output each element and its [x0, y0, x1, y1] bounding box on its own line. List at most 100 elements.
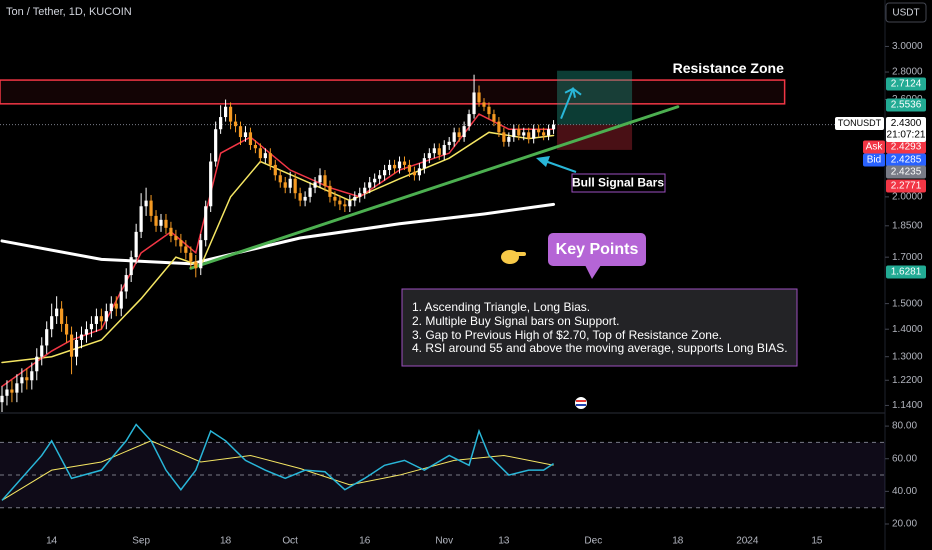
candle-body	[353, 196, 357, 201]
candle-body	[532, 129, 536, 139]
candle-body	[378, 175, 382, 179]
key-points-bubble: Key Points	[501, 233, 646, 279]
pointing-finger	[512, 252, 526, 256]
notes-box	[401, 288, 798, 367]
moving-average	[0, 202, 556, 266]
price-tag	[886, 140, 926, 154]
price-tag	[886, 179, 926, 193]
currency-button[interactable]	[885, 2, 927, 23]
candle-body	[293, 178, 297, 194]
symbol-tag-label: TONUSDT	[838, 118, 882, 128]
candle-body	[69, 334, 74, 357]
candle-body	[437, 148, 441, 155]
bubble	[548, 233, 646, 266]
note-line: 1. Ascending Triangle, Long Bias.	[412, 300, 590, 314]
candle-body	[363, 187, 367, 194]
note-line: 3. Gap to Previous High of $2.70, Top of…	[412, 328, 722, 342]
candle-body	[89, 323, 94, 330]
candle-body	[104, 311, 108, 322]
candle-body	[517, 129, 521, 136]
candle-body	[323, 175, 327, 186]
x-tick-label: Dec	[584, 536, 602, 547]
candle-body	[263, 153, 267, 159]
candle-body	[278, 175, 282, 183]
callout-arrow	[544, 160, 577, 173]
key-points-box: 1. Ascending Triangle, Long Bias. 2. Mul…	[401, 288, 798, 367]
last-price-tag	[886, 117, 926, 142]
candle-body	[79, 334, 84, 340]
x-tick-label: Sep	[132, 536, 150, 547]
countdown-label: 21:07:21	[887, 130, 926, 141]
candle-body	[233, 121, 238, 127]
candle-body	[15, 383, 19, 393]
candle-body	[184, 246, 188, 253]
candle-body	[273, 164, 277, 176]
candle-body	[154, 215, 158, 226]
candle-body	[114, 303, 118, 309]
candle-body	[298, 193, 302, 201]
candle-body	[174, 235, 178, 241]
candle-body	[179, 240, 183, 247]
candle-body	[45, 329, 49, 346]
y-tick-label: 3.0000	[892, 41, 923, 52]
candle-body	[452, 132, 456, 142]
price-tag	[886, 265, 926, 279]
rsi-moving-average	[1, 440, 554, 501]
candle-body	[5, 389, 9, 396]
candle-body	[348, 200, 352, 207]
candle-body	[144, 200, 148, 207]
candle-body	[358, 193, 362, 197]
candle-body	[268, 153, 272, 165]
callout-text: Bull Signal Bars	[572, 176, 664, 190]
currency-label[interactable]: USDT	[892, 8, 919, 19]
y-tick-label: 2.8000	[892, 67, 923, 78]
candle-body	[258, 148, 262, 159]
price-tag-label: 2.4293	[891, 142, 922, 153]
candle-body	[283, 182, 287, 188]
x-tick-label: 15	[811, 536, 823, 547]
bull-signal-callout: Bull Signal Bars	[536, 156, 666, 193]
candle-body	[537, 129, 541, 133]
price-tag-label: 2.4285	[891, 155, 922, 166]
candle-body	[119, 291, 123, 309]
candle-body	[487, 106, 491, 115]
rsi-line	[1, 423, 554, 501]
target-arrow-head	[564, 87, 577, 98]
target-zone	[557, 70, 633, 125]
candle-body	[447, 141, 451, 146]
candle-body	[462, 126, 466, 138]
x-tick-label: 14	[46, 536, 58, 547]
candle-body	[492, 114, 496, 122]
candle-body	[169, 227, 173, 236]
zone-label: Resistance Zone	[673, 60, 784, 76]
candle-body	[542, 132, 546, 136]
candle-body	[457, 132, 461, 138]
bubble-title: Key Points	[556, 241, 639, 258]
symbol-title: Ton / Tether, 1D, KUCOIN	[6, 6, 132, 18]
candle-body	[373, 178, 377, 183]
callout-box	[571, 173, 666, 193]
candle-body	[10, 389, 14, 393]
candle-body	[214, 129, 218, 162]
candle-body	[219, 117, 223, 130]
x-tick-label: 13	[498, 536, 510, 547]
flag-icon	[575, 397, 587, 409]
candle-body	[238, 126, 243, 138]
y-tick-label: 1.7000	[892, 252, 923, 263]
price-tag	[886, 165, 926, 179]
candle-body	[189, 252, 193, 262]
candle-body	[402, 161, 407, 165]
candle-body	[368, 182, 372, 188]
candle-body	[397, 161, 402, 169]
rsi-tick-label: 60.00	[892, 453, 917, 464]
callout-arrowhead	[536, 156, 550, 167]
candle-body	[383, 170, 387, 176]
y-tick-label: 1.8500	[892, 220, 923, 231]
candle-body	[343, 204, 347, 207]
candle-body	[243, 132, 248, 138]
candle-body	[522, 132, 526, 136]
candle-body	[159, 219, 163, 226]
candle-body	[139, 206, 143, 232]
rsi-tick-label: 40.00	[892, 486, 917, 497]
candle-body	[313, 182, 317, 188]
